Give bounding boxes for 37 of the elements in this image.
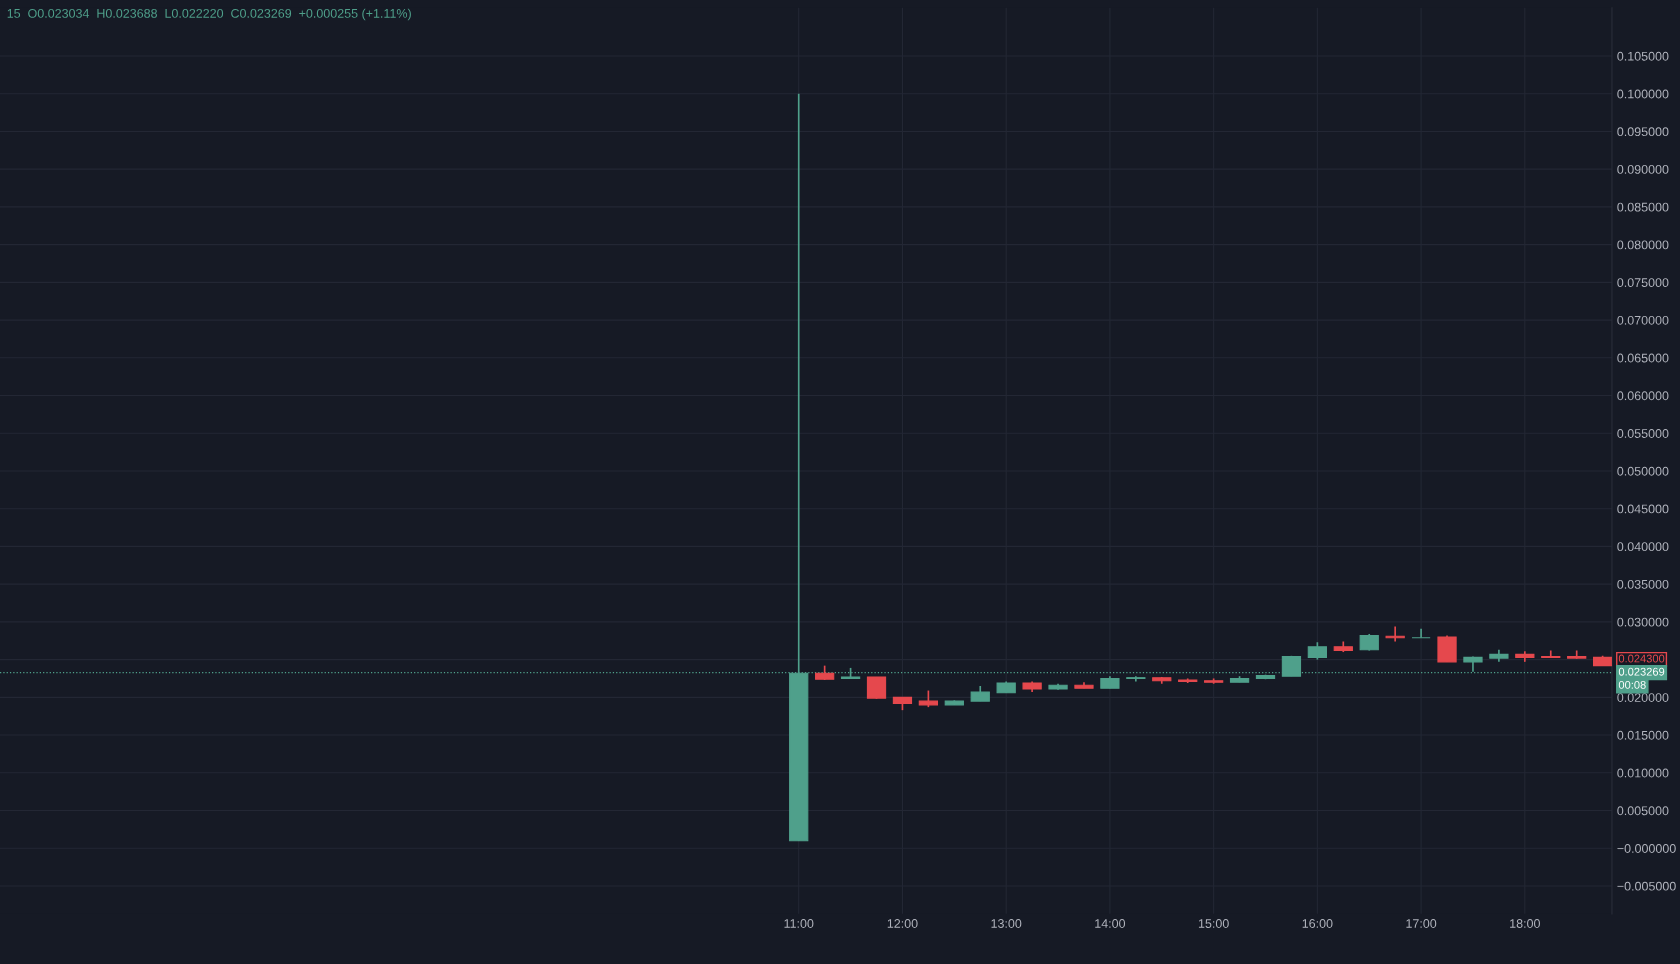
y-tick-label: 0.050000 bbox=[1617, 466, 1669, 476]
y-tick-label: 0.030000 bbox=[1617, 617, 1669, 627]
y-tick-label: 0.100000 bbox=[1617, 89, 1669, 99]
y-tick-label: 0.090000 bbox=[1617, 164, 1669, 174]
x-tick-label: 17:00 bbox=[1406, 919, 1437, 928]
y-tick-label: 0.065000 bbox=[1617, 353, 1669, 363]
y-tick-label: 0.010000 bbox=[1617, 768, 1669, 778]
y-tick-label: 0.060000 bbox=[1617, 391, 1669, 401]
y-tick-label: 0.075000 bbox=[1617, 278, 1669, 287]
text: 00:08 bbox=[1618, 680, 1646, 689]
y-tick-label: 0.095000 bbox=[1617, 127, 1669, 137]
ref-line-label: 0.023269 bbox=[1618, 667, 1665, 676]
x-tick-label: 16:00 bbox=[1302, 919, 1333, 928]
y-tick-label: 0.055000 bbox=[1617, 429, 1669, 438]
x-tick-label: 15:00 bbox=[1198, 919, 1229, 928]
candlestick bbox=[1411, 627, 1431, 639]
y-tick-label: 0.080000 bbox=[1617, 240, 1669, 250]
x-tick-label: 12:00 bbox=[887, 919, 918, 928]
x-tick-label: 14:00 bbox=[1095, 919, 1126, 928]
candlestick bbox=[866, 676, 887, 700]
x-tick-label: 13:00 bbox=[991, 919, 1022, 928]
y-tick-label: 0.005000 bbox=[1617, 806, 1669, 816]
y-tick-label: 0.085000 bbox=[1617, 202, 1669, 212]
y-tick-label: 0.015000 bbox=[1617, 730, 1669, 740]
y-tick-label: 0.045000 bbox=[1617, 504, 1669, 514]
y-tick-label: 0.020000 bbox=[1617, 693, 1669, 702]
x-tick-label: 18:00 bbox=[1510, 919, 1540, 928]
x-tick-label: 11:00 bbox=[784, 919, 814, 928]
y-tick-label: 0.040000 bbox=[1617, 542, 1669, 552]
y-tick-label: 0.035000 bbox=[1617, 579, 1669, 589]
candlestick bbox=[1541, 649, 1561, 659]
y-tick-label: −0.000000 bbox=[1617, 844, 1676, 853]
y-tick-label: 0.105000 bbox=[1617, 51, 1669, 61]
y-tick-label: 0.070000 bbox=[1617, 315, 1669, 325]
chart-subtitle: 15 O0.023034 H0.023688 L0.022220 C0.023269 +0.000255 (+1.11%) bbox=[7, 8, 411, 21]
y-tick-label: −0.005000 bbox=[1617, 881, 1676, 891]
text: 0.024300 bbox=[1618, 654, 1665, 663]
